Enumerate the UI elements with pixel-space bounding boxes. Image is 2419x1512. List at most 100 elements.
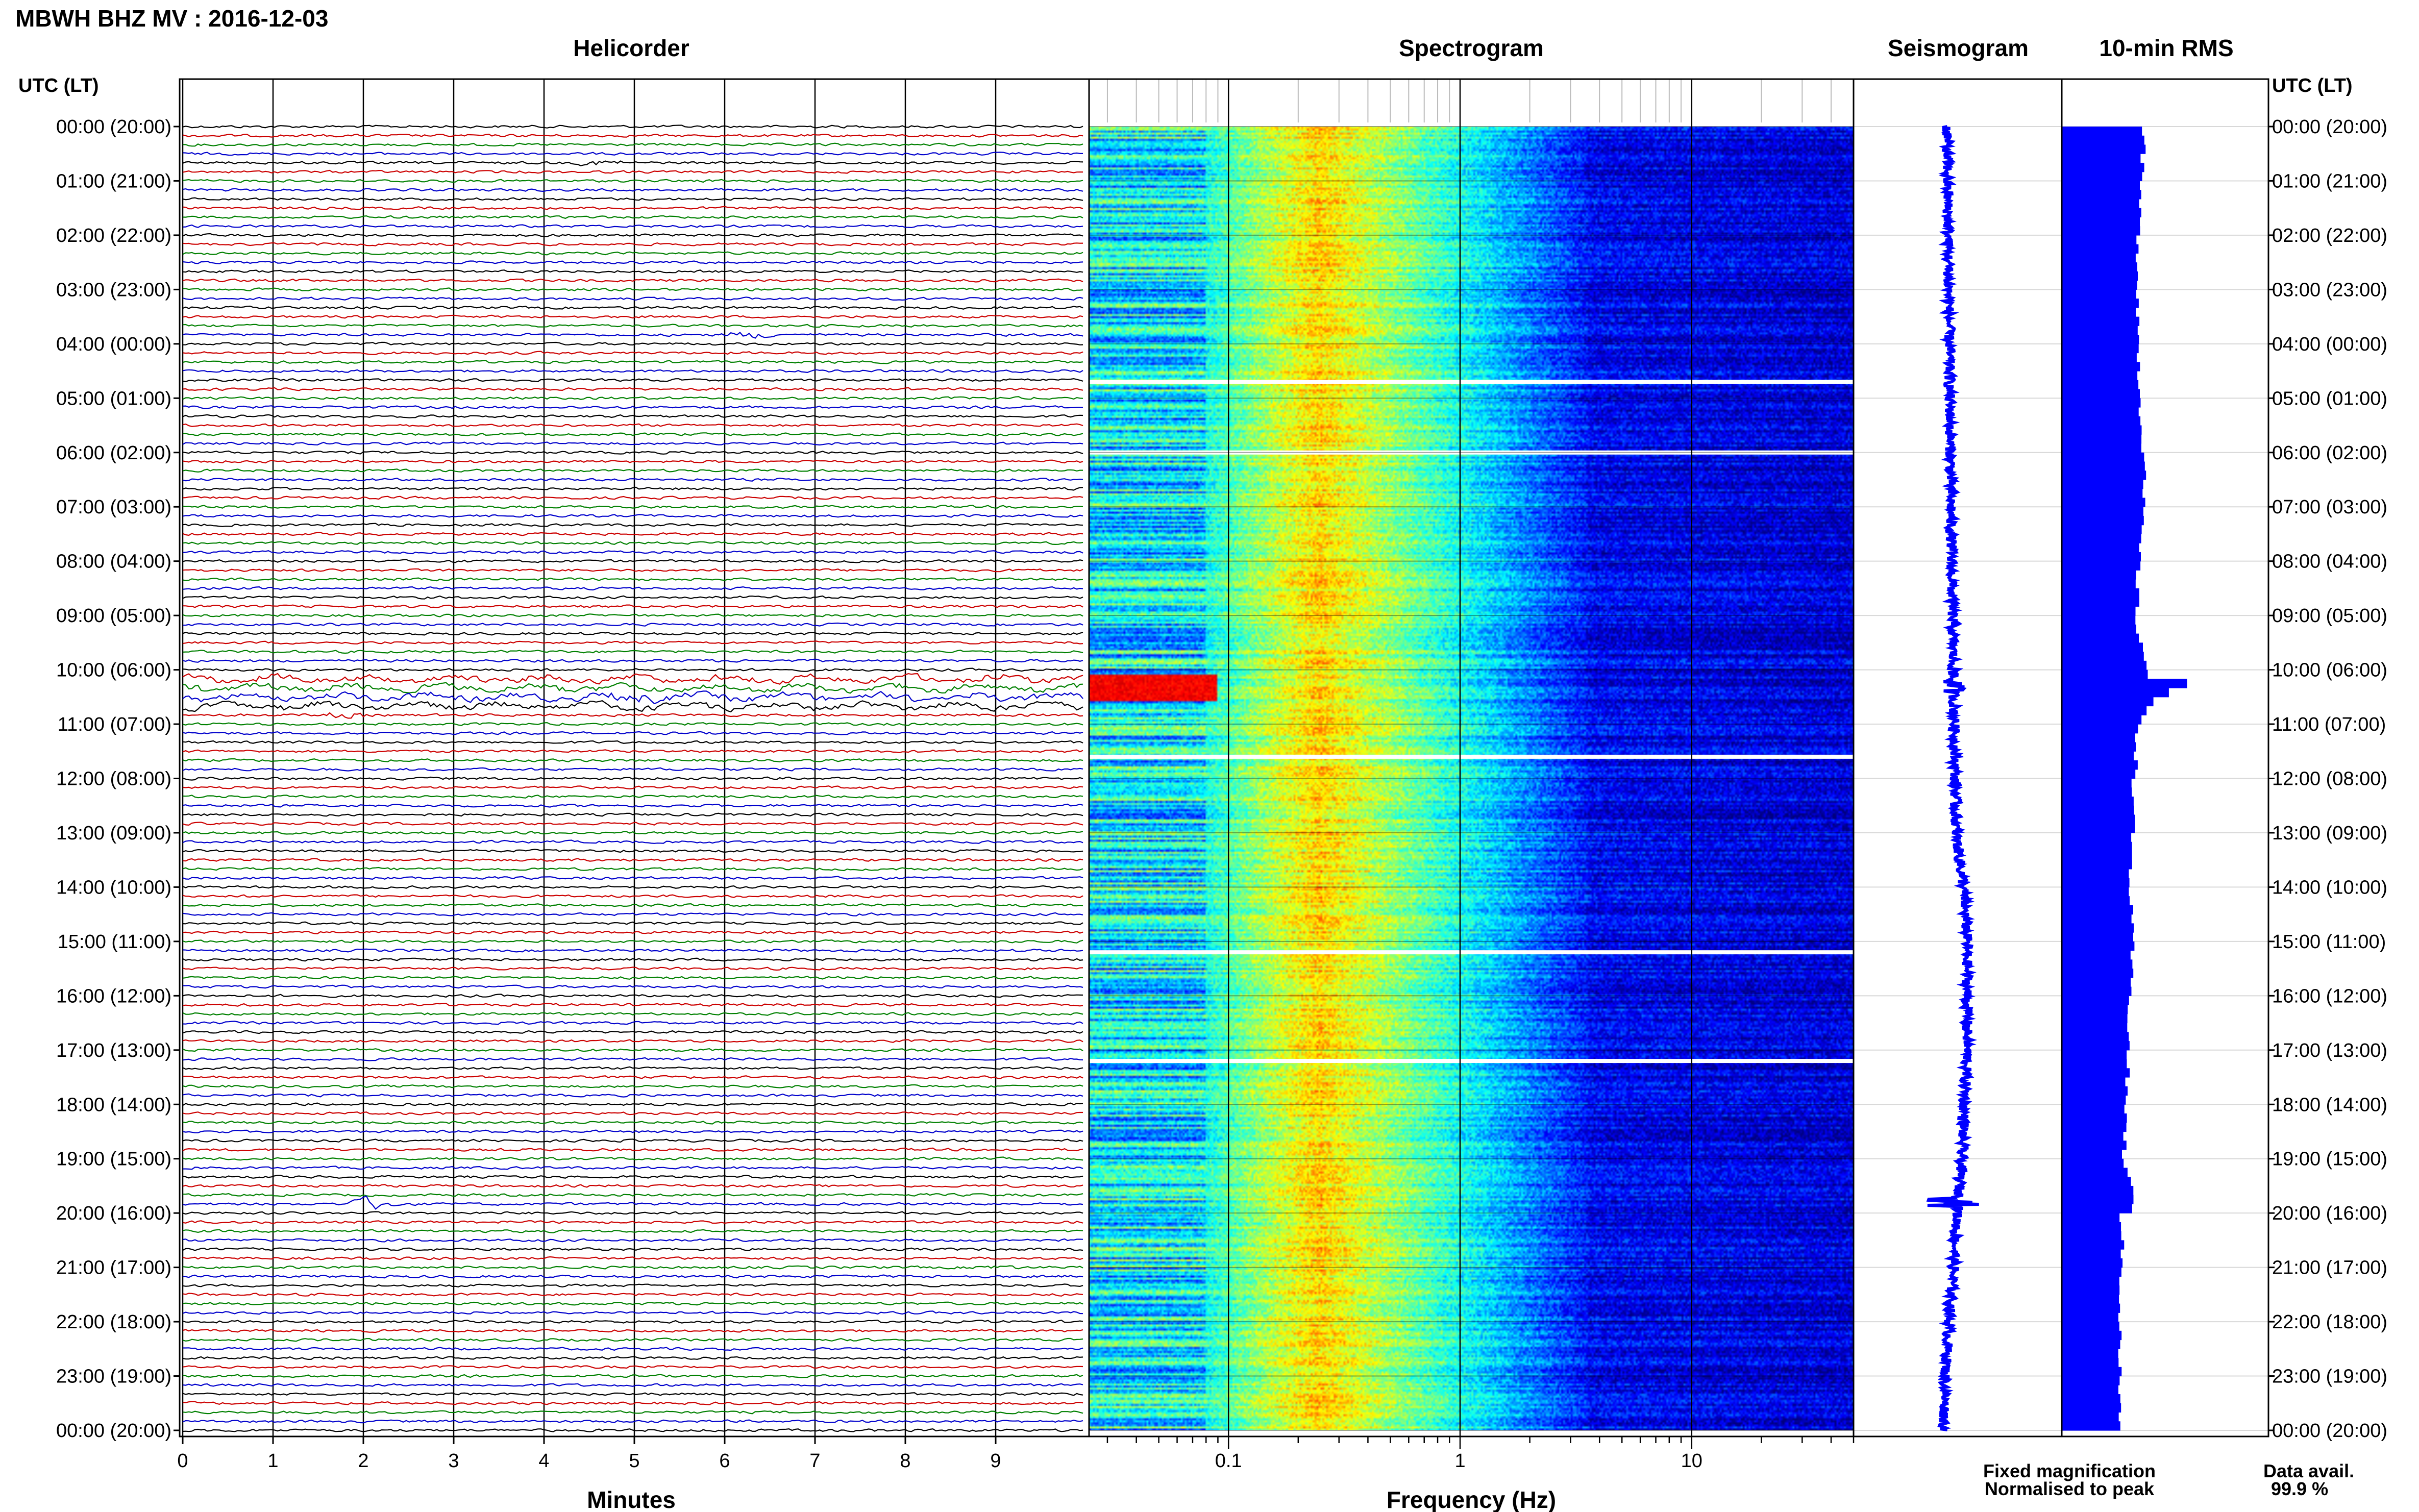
helicorder-trace-line xyxy=(182,1410,1083,1415)
rms-bar xyxy=(2062,660,2147,671)
rms-bar xyxy=(2062,452,2144,462)
rms-bar xyxy=(2062,1077,2126,1087)
helicorder-trace-line xyxy=(182,169,1083,174)
time-tick-label-left: 23:00 (19:00) xyxy=(56,1366,171,1387)
helicorder-trace-line xyxy=(182,450,1083,455)
spectrogram-gap-line xyxy=(1089,450,1854,455)
helicorder-trace-line xyxy=(182,305,1083,310)
rms-bar xyxy=(2062,534,2141,543)
helicorder-trace-line xyxy=(182,188,1083,192)
rms-bar xyxy=(2062,289,2136,299)
time-tick-label-left: 21:00 (17:00) xyxy=(56,1257,171,1279)
rms-bar xyxy=(2062,1367,2122,1377)
rms-bar xyxy=(2062,715,2142,725)
helicorder-trace-line xyxy=(182,1283,1083,1288)
time-tick-label-left: 00:00 (20:00) xyxy=(56,116,171,138)
time-tick-label-right: 00:00 (20:00) xyxy=(2272,1420,2387,1442)
rms-bar xyxy=(2062,1213,2120,1223)
panel-title-helicorder: Helicorder xyxy=(573,35,689,61)
time-tick-label-left: 20:00 (16:00) xyxy=(56,1203,171,1224)
rms-bar xyxy=(2062,751,2134,761)
helicorder-trace-line xyxy=(182,242,1083,246)
rms-bar xyxy=(2062,787,2132,797)
rms-bar xyxy=(2062,271,2138,281)
helicorder-trace-line xyxy=(182,1003,1083,1007)
helicorder-trace-line xyxy=(182,260,1083,265)
helicorder-trace-line xyxy=(182,673,1083,685)
helicorder-trace-line xyxy=(182,577,1083,582)
spectrogram-gap-line xyxy=(1089,950,1854,955)
helicorder-trace-line xyxy=(183,1347,1083,1351)
rms-bar xyxy=(2062,1276,2119,1286)
time-tick-label-right: 14:00 (10:00) xyxy=(2272,877,2387,898)
rms-bar xyxy=(2062,1059,2127,1069)
helicorder-trace-line xyxy=(182,1084,1083,1088)
rms-bar xyxy=(2062,1421,2120,1431)
spectrogram-gap-line xyxy=(1089,1059,1854,1063)
time-tick-label-right: 10:00 (06:00) xyxy=(2272,660,2387,681)
rms-bar xyxy=(2062,162,2144,172)
time-tick-label-left: 02:00 (22:00) xyxy=(56,225,171,246)
rms-bar xyxy=(2062,814,2135,824)
rms-bar xyxy=(2062,606,2136,616)
helicorder-trace-line xyxy=(182,233,1083,237)
rms-bar xyxy=(2062,561,2141,571)
helicorder-trace-line xyxy=(182,478,1083,482)
rms-bar xyxy=(2062,1013,2128,1024)
time-tick-label-left: 09:00 (05:00) xyxy=(56,605,171,627)
rms-bar xyxy=(2062,515,2144,526)
spectrogram-gridlines xyxy=(1089,79,1855,1449)
helicorder-trace-line xyxy=(182,767,1083,772)
helicorder-trace-line xyxy=(182,984,1083,989)
rms-bar xyxy=(2062,235,2137,245)
spectrogram-x-label: Frequency (Hz) xyxy=(1387,1486,1556,1512)
helicorder-trace-line xyxy=(183,1166,1083,1170)
helicorder-trace-line xyxy=(182,287,1083,292)
helicorder-trace-line xyxy=(182,160,1083,166)
time-tick-label-right: 21:00 (17:00) xyxy=(2272,1257,2387,1279)
rms-bars xyxy=(2062,127,2187,1431)
rms-bar xyxy=(2062,425,2142,435)
helicorder-trace-line xyxy=(182,414,1083,418)
time-tick-label-right: 06:00 (02:00) xyxy=(2272,442,2387,464)
data-availability-value: 99.9 % xyxy=(2271,1478,2328,1499)
helicorder-trace-line xyxy=(182,441,1083,446)
time-tick-label-left: 07:00 (03:00) xyxy=(56,497,171,518)
helicorder-x-axis: 0 1 2 3 4 5 6 7 8 9 xyxy=(177,1436,1001,1472)
frequency-tick-label: 0.1 xyxy=(1215,1450,1242,1472)
rms-bar xyxy=(2062,570,2136,580)
helicorder-trace-line xyxy=(182,1401,1083,1405)
helicorder-trace-line xyxy=(182,197,1083,201)
helicorder-trace-line xyxy=(182,1247,1083,1251)
helicorder-trace-line xyxy=(182,1274,1083,1279)
rms-bar xyxy=(2062,1240,2125,1250)
helicorder-trace-line xyxy=(182,1175,1083,1179)
rms-bar xyxy=(2062,1322,2119,1331)
helicorder-trace-line xyxy=(182,758,1083,763)
rms-bar xyxy=(2062,498,2145,507)
rms-bar xyxy=(2062,932,2133,942)
helicorder-trace-line xyxy=(182,1383,1083,1387)
time-tick-label-right: 02:00 (22:00) xyxy=(2272,225,2387,246)
rms-bar xyxy=(2062,262,2137,272)
rms-bar xyxy=(2062,552,2141,562)
rms-bar xyxy=(2062,1376,2120,1385)
rms-bar xyxy=(2062,1330,2122,1341)
helicorder-trace-line xyxy=(182,640,1083,645)
time-tick-label-left: 11:00 (07:00) xyxy=(58,714,171,735)
rms-bar xyxy=(2062,841,2132,852)
rms-bar xyxy=(2062,326,2138,335)
data-availability-label: Data avail. xyxy=(2263,1460,2354,1481)
helicorder-trace-line xyxy=(182,152,1083,156)
helicorder-trace-line xyxy=(182,1256,1083,1260)
rms-bar xyxy=(2062,1303,2120,1313)
helicorder-trace-line xyxy=(182,133,1083,138)
helicorder-trace-line xyxy=(182,948,1083,953)
rms-bar xyxy=(2062,1249,2121,1259)
time-tick-label-right: 16:00 (12:00) xyxy=(2272,985,2387,1007)
helicorder-trace-line xyxy=(182,1093,1083,1098)
time-tick-label-left: 01:00 (21:00) xyxy=(56,170,171,192)
x-tick-label: 5 xyxy=(629,1450,639,1472)
rms-bar xyxy=(2062,380,2139,390)
rms-bar xyxy=(2062,353,2137,362)
